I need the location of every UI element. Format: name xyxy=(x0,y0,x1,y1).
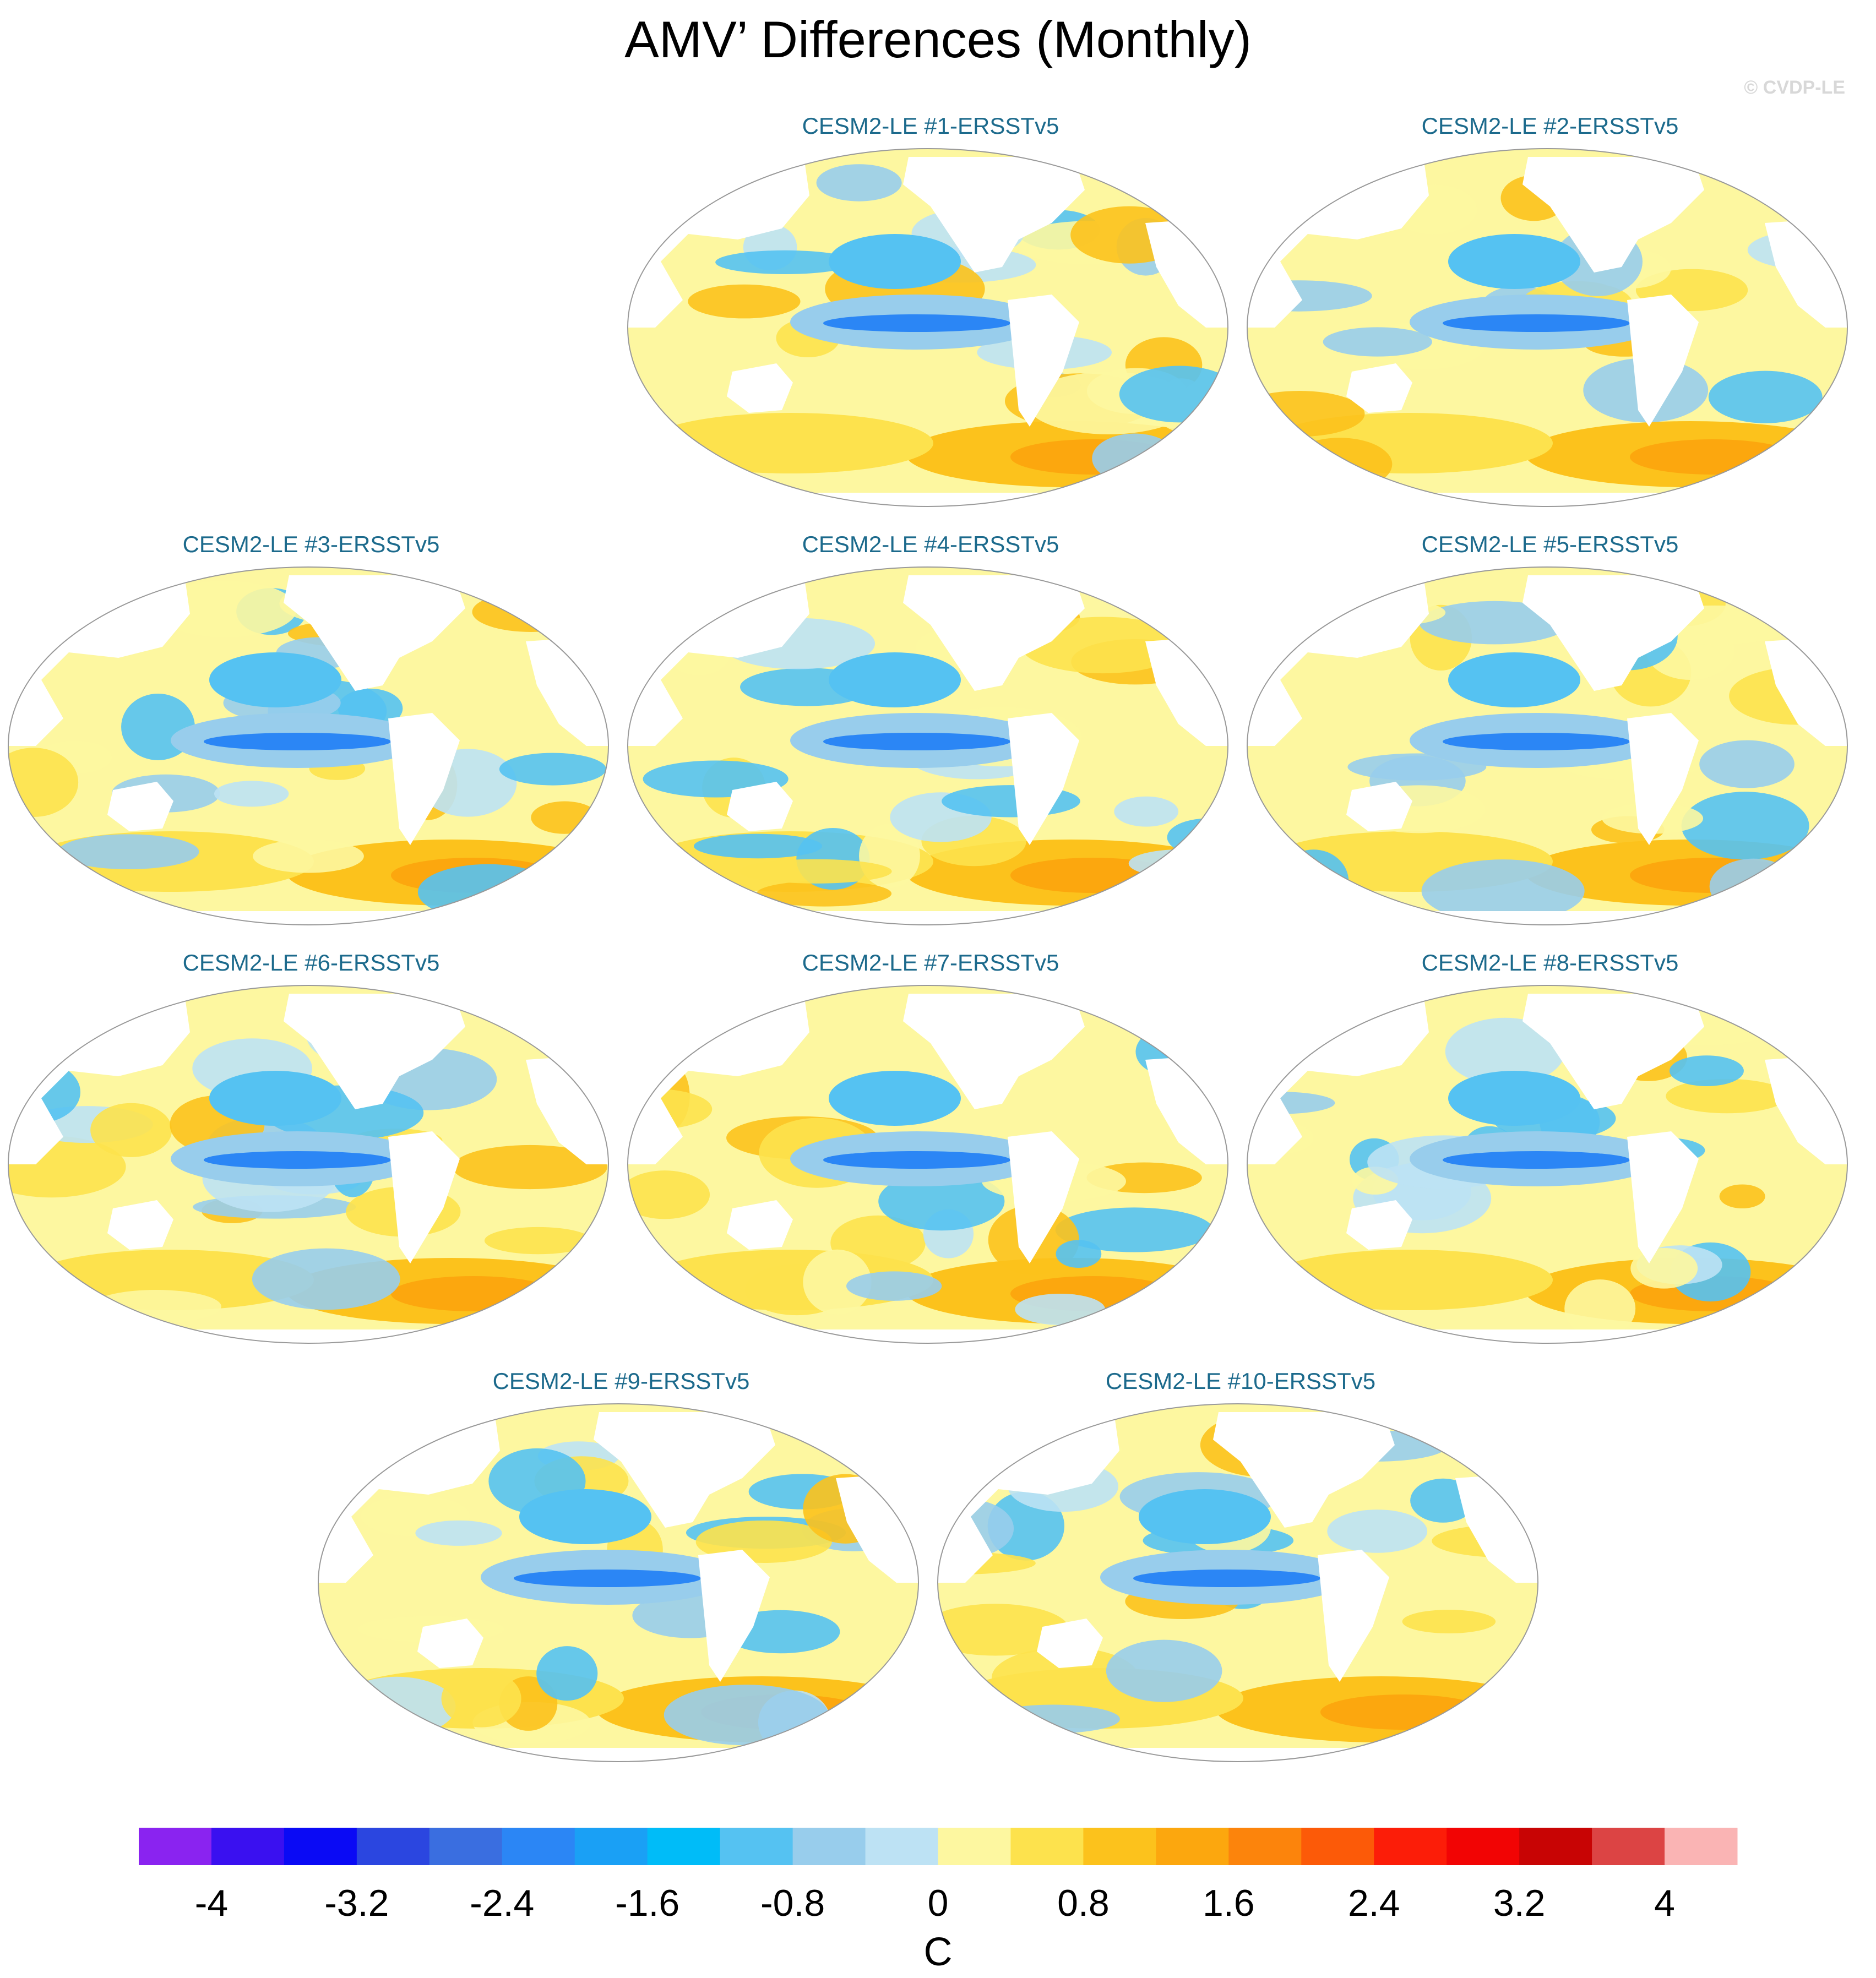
colorbar-swatch xyxy=(938,1828,1011,1865)
map-panel: CESM2-LE #10-ERSSTv5 xyxy=(932,1368,1549,1770)
colorbar-swatch xyxy=(502,1828,575,1865)
colorbar-tick-label: -4 xyxy=(195,1882,228,1924)
sst-map xyxy=(318,1403,919,1762)
colorbar-swatch xyxy=(1156,1828,1229,1865)
sst-map xyxy=(8,566,609,925)
panel-title: CESM2-LE #6-ERSSTv5 xyxy=(182,950,440,976)
watermark: © CVDP-LE xyxy=(1744,77,1845,98)
figure-title: AMV’ Differences (Monthly) xyxy=(624,10,1252,68)
colorbar-swatch xyxy=(574,1828,648,1865)
sst-map xyxy=(1247,566,1848,925)
sst-map xyxy=(627,985,1228,1344)
colorbar-tick-label: 2.4 xyxy=(1348,1882,1400,1924)
colorbar-swatch xyxy=(1228,1828,1302,1865)
colorbar-tick-label: 0 xyxy=(928,1882,949,1924)
panel-title: CESM2-LE #8-ERSSTv5 xyxy=(1421,950,1679,976)
colorbar-swatch xyxy=(647,1828,721,1865)
colorbar-units: C xyxy=(923,1930,953,1974)
map-panel: CESM2-LE #3-ERSSTv5 xyxy=(3,531,619,933)
colorbar-swatch xyxy=(284,1828,357,1865)
colorbar-swatch xyxy=(139,1828,212,1865)
map-panel: CESM2-LE #7-ERSSTv5 xyxy=(622,950,1239,1352)
colorbar-swatch xyxy=(720,1828,793,1865)
map-panel: CESM2-LE #9-ERSSTv5 xyxy=(313,1368,929,1770)
sst-map xyxy=(1247,985,1848,1344)
colorbar-swatch xyxy=(792,1828,866,1865)
colorbar-tick-label: 0.8 xyxy=(1057,1882,1110,1924)
colorbar-swatch xyxy=(865,1828,938,1865)
colorbar-swatch xyxy=(1301,1828,1374,1865)
map-panel: CESM2-LE #6-ERSSTv5 xyxy=(3,950,619,1352)
panel-title: CESM2-LE #1-ERSSTv5 xyxy=(802,113,1059,139)
colorbar-swatch xyxy=(429,1828,503,1865)
colorbar-swatch xyxy=(1665,1828,1738,1865)
sst-map xyxy=(627,566,1228,925)
map-panel: CESM2-LE #8-ERSSTv5 xyxy=(1242,950,1858,1352)
colorbar-tick-label: 4 xyxy=(1654,1882,1675,1924)
panel-title: CESM2-LE #10-ERSSTv5 xyxy=(1105,1368,1376,1394)
sst-map xyxy=(627,148,1228,507)
colorbar-swatch xyxy=(1519,1828,1592,1865)
panel-title: CESM2-LE #7-ERSSTv5 xyxy=(802,950,1059,976)
sst-map xyxy=(8,985,609,1344)
colorbar-swatch xyxy=(356,1828,430,1865)
colorbar-tick-label: 1.6 xyxy=(1203,1882,1255,1924)
colorbar-swatch xyxy=(1010,1828,1084,1865)
map-panel: CESM2-LE #2-ERSSTv5 xyxy=(1242,113,1858,515)
colorbar-swatch xyxy=(1447,1828,1520,1865)
colorbar-tick-label: -1.6 xyxy=(615,1882,679,1924)
colorbar-swatch xyxy=(211,1828,285,1865)
colorbar-swatch xyxy=(1374,1828,1447,1865)
panel-title: CESM2-LE #4-ERSSTv5 xyxy=(802,531,1059,557)
colorbar-swatch xyxy=(1592,1828,1665,1865)
colorbar-tick-label: -0.8 xyxy=(760,1882,825,1924)
panel-title: CESM2-LE #5-ERSSTv5 xyxy=(1421,531,1679,557)
map-panel: CESM2-LE #5-ERSSTv5 xyxy=(1242,531,1858,933)
colorbar-swatch xyxy=(1083,1828,1156,1865)
colorbar-tick-label: 3.2 xyxy=(1493,1882,1546,1924)
sst-map xyxy=(1247,148,1848,507)
colorbar-tick-label: -2.4 xyxy=(470,1882,534,1924)
panel-title: CESM2-LE #2-ERSSTv5 xyxy=(1421,113,1679,139)
colorbar-tick-label: -3.2 xyxy=(324,1882,389,1924)
panel-title: CESM2-LE #9-ERSSTv5 xyxy=(492,1368,750,1394)
map-panel: CESM2-LE #1-ERSSTv5 xyxy=(622,113,1239,515)
sst-map xyxy=(937,1403,1538,1762)
map-panel: CESM2-LE #4-ERSSTv5 xyxy=(622,531,1239,933)
colorbar: -4 -3.2 -2.4 -1.6 -0.8 0 0.8 1.6 2.4 3.2 4 xyxy=(139,1828,1738,1924)
panel-title: CESM2-LE #3-ERSSTv5 xyxy=(182,531,440,557)
